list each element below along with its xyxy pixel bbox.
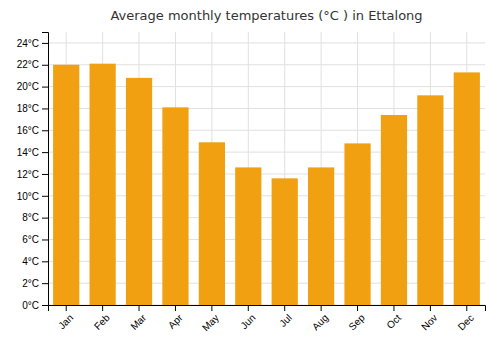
tick-mark xyxy=(211,305,212,311)
y-axis: 0°C 2°C 4°C 6°C 8°C 10°C 12°C 14°C 16°C 18°C 20°C 2… xyxy=(17,33,49,311)
bar xyxy=(235,167,261,305)
tick: 12°C xyxy=(17,169,48,180)
tick-label: 12°C xyxy=(17,169,39,180)
tick-label: Feb xyxy=(92,312,112,332)
axis-line xyxy=(49,306,486,312)
tick-label: 2°C xyxy=(22,278,39,289)
tick-label: 4°C xyxy=(22,256,39,267)
tick-label: 8°C xyxy=(22,212,39,223)
tick-label: 0°C xyxy=(22,300,39,311)
tick-mark xyxy=(175,305,176,311)
tick-label: Jan xyxy=(56,312,75,331)
bars xyxy=(53,64,480,305)
tick: Dec xyxy=(456,305,476,332)
bar xyxy=(417,95,443,305)
tick-mark xyxy=(42,261,48,262)
tick: May xyxy=(200,305,221,333)
tick-label: Aug xyxy=(310,312,330,332)
tick-label: 16°C xyxy=(17,125,39,136)
bar xyxy=(454,72,480,305)
bar xyxy=(344,143,370,305)
tick-label: Dec xyxy=(456,312,476,332)
tick-mark xyxy=(42,130,48,131)
tick-label: May xyxy=(200,312,221,333)
tick: Jul xyxy=(277,305,294,329)
tick: Sep xyxy=(346,305,367,332)
bar xyxy=(53,65,79,305)
tick: 18°C xyxy=(17,103,48,114)
tick-label: Jul xyxy=(277,312,294,329)
tick: Oct xyxy=(384,305,403,331)
tick-mark xyxy=(42,108,48,109)
tick-label: Apr xyxy=(166,312,185,331)
tick: 20°C xyxy=(17,81,48,92)
tick-mark xyxy=(430,305,431,311)
tick-label: 24°C xyxy=(17,38,39,49)
bar xyxy=(381,115,407,305)
bar xyxy=(199,142,225,305)
tick-label: Oct xyxy=(384,312,403,331)
tick: Apr xyxy=(166,305,185,331)
tick-label: Nov xyxy=(419,312,439,332)
tick-mark xyxy=(357,305,358,311)
tick: 2°C xyxy=(22,278,48,289)
axis-line xyxy=(42,33,49,306)
bar xyxy=(272,178,298,305)
tick-label: 20°C xyxy=(17,81,39,92)
tick: Nov xyxy=(419,305,439,332)
tick-label: 14°C xyxy=(17,147,39,158)
tick: 10°C xyxy=(17,191,48,202)
tick: 0°C xyxy=(22,300,48,311)
tick-mark xyxy=(321,305,322,311)
tick-mark xyxy=(139,305,140,311)
bar xyxy=(90,64,116,305)
title: Average monthly temperatures (°C ) in Et… xyxy=(110,8,422,23)
tick-mark xyxy=(248,305,249,311)
tick-mark xyxy=(42,305,48,306)
tick: Jan xyxy=(56,305,75,331)
tick-label: 22°C xyxy=(17,59,39,70)
tick-label: 6°C xyxy=(22,234,39,245)
tick: 22°C xyxy=(17,59,48,70)
tick-mark xyxy=(42,152,48,153)
tick-label: Mar xyxy=(128,312,148,332)
tick-mark xyxy=(42,174,48,175)
tick: 8°C xyxy=(22,212,48,223)
chart: 0°C 2°C 4°C 6°C 8°C 10°C 12°C 14°C 16°C 18°C 20°C 2… xyxy=(0,0,500,350)
tick: 14°C xyxy=(17,147,48,158)
tick: 6°C xyxy=(22,234,48,245)
grid-line-y xyxy=(48,42,485,43)
bar xyxy=(162,107,188,305)
tick-mark xyxy=(42,65,48,66)
x-axis: Jan Feb Mar Apr May Jun Jul Aug Sep Oct Nov Dec xyxy=(49,305,486,333)
tick-label: Jun xyxy=(238,312,257,331)
tick-mark xyxy=(42,218,48,219)
plot: 0°C 2°C 4°C 6°C 8°C 10°C 12°C 14°C 16°C 18°C 20°C 2… xyxy=(17,32,486,333)
tick: Jun xyxy=(238,305,257,331)
grid xyxy=(48,32,485,305)
tick: Aug xyxy=(310,305,330,332)
tick-label: 10°C xyxy=(17,191,39,202)
tick: 16°C xyxy=(17,125,48,136)
tick-mark xyxy=(42,196,48,197)
bar xyxy=(308,167,334,305)
tick-mark xyxy=(42,239,48,240)
tick: Mar xyxy=(128,305,148,332)
tick-mark xyxy=(393,305,394,311)
tick-mark xyxy=(102,305,103,311)
tick-mark xyxy=(284,305,285,311)
tick-mark xyxy=(466,305,467,311)
bar xyxy=(126,78,152,305)
tick-mark xyxy=(42,283,48,284)
tick-mark xyxy=(42,87,48,88)
tick: 4°C xyxy=(22,256,48,267)
tick: 24°C xyxy=(17,38,48,49)
tick-label: 18°C xyxy=(17,103,39,114)
tick-mark xyxy=(66,305,67,311)
tick: Feb xyxy=(92,305,112,332)
tick-label: Sep xyxy=(346,312,367,333)
tick-mark xyxy=(42,43,48,44)
